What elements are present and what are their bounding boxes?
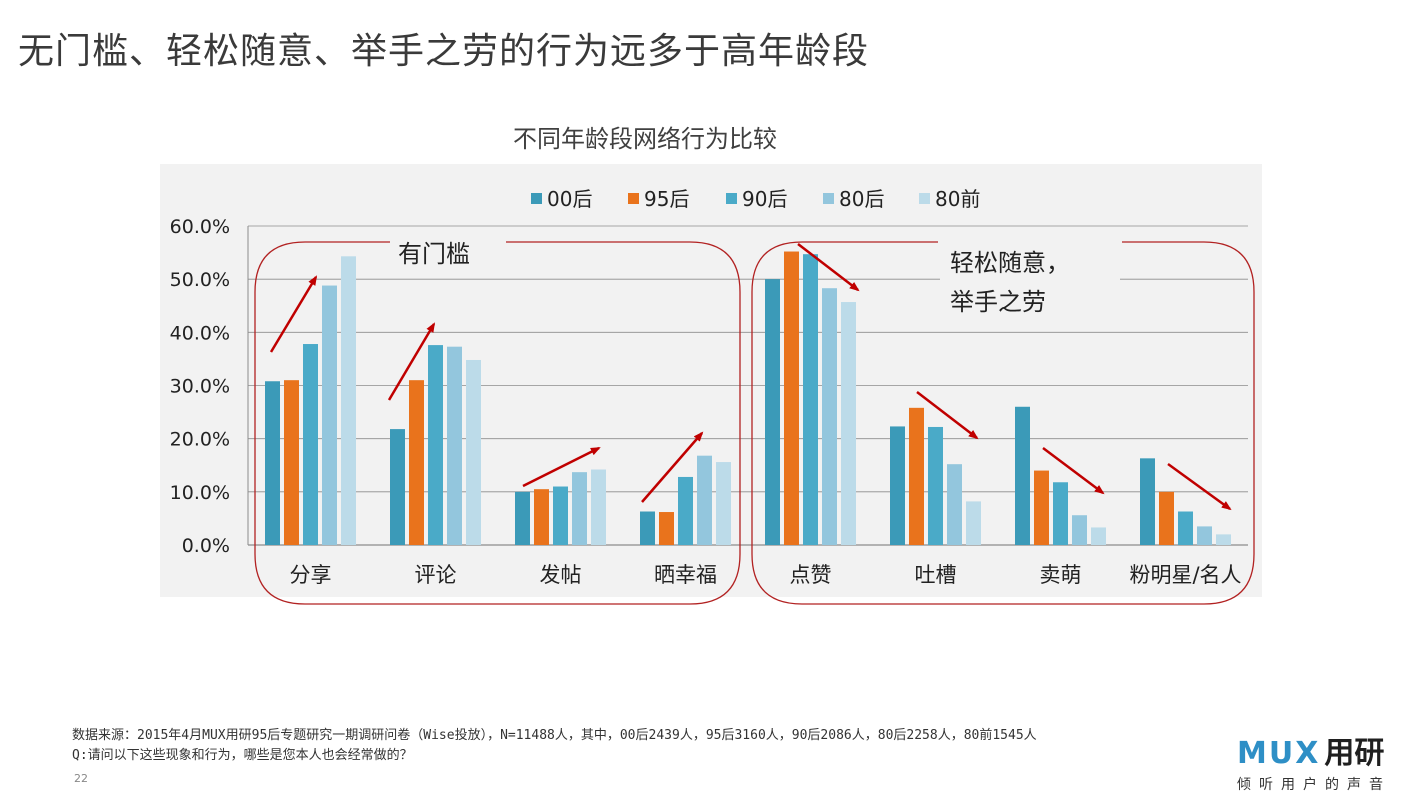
y-tick-label-3: 30.0%	[170, 376, 230, 398]
trend-arrow-complain	[916, 391, 979, 440]
bar-5-3	[947, 464, 962, 545]
y-tick-label-4: 40.0%	[170, 322, 230, 344]
x-tick-label-4: 点赞	[790, 563, 832, 587]
bar-4-1	[784, 251, 799, 545]
logo-subtitle: 倾听用户的声音	[1237, 777, 1391, 793]
legend-swatch-1	[628, 193, 639, 204]
bar-6-3	[1072, 515, 1087, 545]
x-axis-tick-labels: 分享 评论 发帖 晒幸福 点赞 吐槽 卖萌 粉明星/名人	[290, 563, 1242, 587]
trend-arrow-post	[522, 446, 601, 488]
legend-label-0: 00后	[547, 187, 592, 211]
mux-logo: MUX 用研 倾听用户的声音	[1237, 728, 1397, 793]
x-tick-label-3: 晒幸福	[654, 563, 717, 587]
group-2-label-bg	[940, 238, 1120, 318]
group-1-label: 有门槛	[398, 240, 470, 268]
bar-0-3	[322, 285, 337, 545]
bar-1-3	[447, 346, 462, 545]
group-1-outline	[254, 241, 741, 605]
trend-arrow-fans	[1167, 462, 1232, 511]
bar-7-0	[1140, 458, 1155, 545]
trend-arrow-share	[269, 275, 318, 353]
trend-arrow-like	[797, 243, 860, 292]
y-tick-label-6: 60.0%	[170, 216, 230, 238]
legend-label-1: 95后	[644, 187, 689, 211]
chart-title: 不同年龄段网络行为比较	[513, 125, 777, 153]
legend: 00后 95后 90后 80后 80前	[531, 187, 980, 211]
logo-mark: MUX	[1237, 736, 1321, 771]
bar-5-0	[890, 426, 905, 545]
legend-swatch-2	[726, 193, 737, 204]
bar-6-1	[1034, 470, 1049, 545]
trend-arrow-cute	[1042, 447, 1105, 495]
bar-3-3	[697, 455, 712, 545]
y-tick-label-5: 50.0%	[170, 269, 230, 291]
group-2-outline	[751, 241, 1255, 605]
legend-swatch-3	[823, 193, 834, 204]
x-tick-label-5: 吐槽	[915, 563, 957, 587]
trend-arrow-comment	[387, 322, 436, 401]
bar-2-3	[572, 472, 587, 545]
x-tick-label-0: 分享	[290, 563, 332, 587]
trend-arrows	[269, 243, 1232, 511]
legend-label-2: 90后	[742, 187, 787, 211]
bar-7-1	[1159, 491, 1174, 545]
x-tick-label-6: 卖萌	[1040, 563, 1082, 587]
trend-arrow-happiness	[641, 431, 704, 503]
group-2-label-line-1: 轻松随意，	[950, 249, 1070, 277]
bar-0-0	[265, 381, 280, 545]
y-axis-tick-labels: 0.0% 10.0% 20.0% 30.0% 40.0% 50.0% 60.0%	[170, 216, 230, 557]
bar-2-0	[515, 491, 530, 545]
bar-1-0	[390, 429, 405, 545]
bar-0-1	[284, 380, 299, 545]
bar-7-4	[1216, 534, 1231, 545]
bar-2-1	[534, 489, 549, 545]
bar-6-4	[1091, 527, 1106, 545]
bar-5-2	[928, 426, 943, 545]
legend-swatch-4	[919, 193, 930, 204]
bar-1-2	[428, 345, 443, 545]
x-tick-label-2: 发帖	[540, 563, 582, 587]
bar-2-2	[553, 486, 568, 545]
bar-1-1	[409, 380, 424, 545]
bar-3-1	[659, 512, 674, 545]
logo-text: 用研	[1324, 736, 1385, 771]
bar-5-4	[966, 501, 981, 545]
legend-label-4: 80前	[935, 187, 980, 211]
bar-3-4	[716, 462, 731, 545]
annotation-group-1: 有门槛	[254, 240, 741, 605]
legend-swatch-0	[531, 193, 542, 204]
bar-4-0	[765, 279, 780, 545]
survey-question: Q:请问以下这些现象和行为，哪些是您本人也会经常做的？	[72, 748, 413, 763]
bar-2-4	[591, 469, 606, 545]
y-tick-label-1: 10.0%	[170, 482, 230, 504]
slide-title: 无门槛、轻松随意、举手之劳的行为远多于高年龄段	[18, 31, 870, 72]
bar-7-2	[1178, 511, 1193, 545]
group-2-label-line-2: 举手之劳	[950, 288, 1046, 316]
y-tick-label-2: 20.0%	[170, 429, 230, 451]
bar-0-2	[303, 344, 318, 545]
bar-4-3	[822, 288, 837, 545]
y-tick-label-0: 0.0%	[182, 535, 230, 557]
bar-1-4	[466, 359, 481, 545]
bar-5-1	[909, 407, 924, 545]
legend-label-3: 80后	[839, 187, 884, 211]
bar-3-0	[640, 511, 655, 545]
x-tick-label-7: 粉明星/名人	[1129, 563, 1241, 587]
data-source-note: 数据来源：2015年4月MUX用研95后专题研究一期调研问卷（Wise投放），N…	[72, 728, 1037, 743]
annotation-group-2: 轻松随意， 举手之劳	[751, 238, 1255, 605]
bar-4-4	[841, 302, 856, 545]
page-number: 22	[74, 772, 88, 785]
footer: 数据来源：2015年4月MUX用研95后专题研究一期调研问卷（Wise投放），N…	[72, 726, 1037, 766]
bar-7-3	[1197, 526, 1212, 545]
bar-6-2	[1053, 482, 1068, 545]
x-tick-label-1: 评论	[415, 563, 457, 587]
bar-6-0	[1015, 406, 1030, 545]
bar-4-2	[803, 254, 818, 545]
bars	[265, 251, 1231, 545]
bar-3-2	[678, 476, 693, 545]
bar-0-4	[341, 256, 356, 545]
